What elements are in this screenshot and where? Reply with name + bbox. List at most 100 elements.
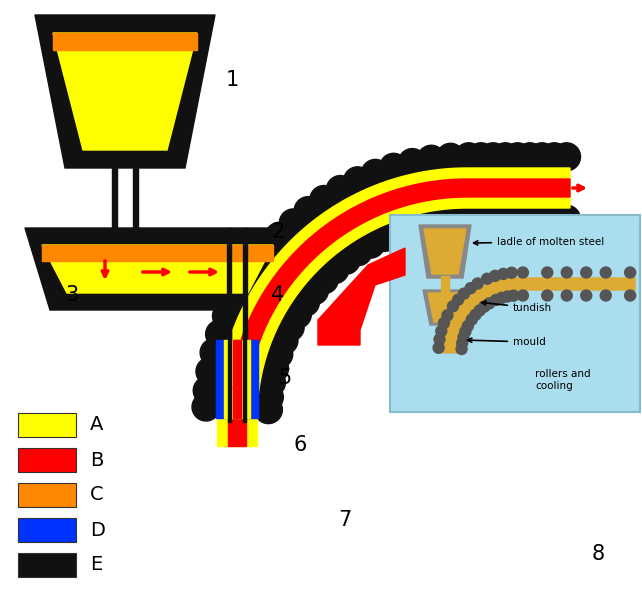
Circle shape (440, 206, 469, 233)
Circle shape (581, 267, 592, 278)
Circle shape (496, 292, 507, 303)
Text: 3: 3 (65, 285, 78, 305)
Bar (441, 276, 449, 292)
Circle shape (470, 309, 481, 320)
Circle shape (465, 283, 476, 294)
Bar (133, 168, 138, 228)
Circle shape (491, 205, 519, 233)
Polygon shape (424, 229, 466, 274)
Circle shape (528, 205, 556, 233)
Bar (243, 228, 247, 340)
Text: B: B (90, 450, 103, 470)
Circle shape (467, 205, 495, 233)
Circle shape (456, 338, 468, 349)
Bar (442, 332, 458, 352)
Bar (18, 518, 76, 542)
Circle shape (398, 148, 426, 177)
Circle shape (466, 314, 477, 325)
Polygon shape (318, 248, 405, 345)
Circle shape (252, 236, 281, 265)
Circle shape (491, 143, 519, 171)
Text: E: E (90, 555, 102, 575)
Circle shape (361, 159, 389, 188)
Text: tundish: tundish (482, 301, 552, 313)
Circle shape (479, 143, 507, 171)
Circle shape (455, 205, 483, 233)
Polygon shape (444, 278, 635, 352)
Circle shape (516, 143, 544, 171)
Circle shape (490, 294, 501, 306)
Circle shape (265, 340, 293, 368)
Bar (390, 215, 640, 412)
Circle shape (200, 339, 228, 367)
Text: 6: 6 (293, 435, 307, 455)
Circle shape (508, 290, 519, 301)
Circle shape (503, 143, 532, 171)
Circle shape (270, 326, 298, 355)
Circle shape (561, 290, 572, 301)
Circle shape (625, 290, 636, 301)
Polygon shape (428, 293, 472, 322)
Circle shape (343, 167, 372, 195)
Bar (18, 483, 76, 507)
Circle shape (256, 383, 283, 411)
Circle shape (542, 290, 553, 301)
Circle shape (257, 368, 286, 397)
Circle shape (321, 256, 349, 283)
Circle shape (265, 223, 293, 250)
Circle shape (502, 291, 513, 302)
Circle shape (542, 267, 553, 278)
Circle shape (472, 278, 483, 289)
Circle shape (417, 145, 446, 173)
Circle shape (600, 290, 611, 301)
Polygon shape (419, 225, 471, 278)
Circle shape (310, 266, 338, 294)
Circle shape (553, 143, 580, 171)
Circle shape (192, 393, 220, 421)
Polygon shape (35, 15, 215, 168)
Circle shape (467, 143, 495, 171)
Circle shape (541, 205, 568, 233)
Circle shape (344, 238, 372, 266)
Text: 1: 1 (225, 70, 239, 90)
Bar (216, 340, 258, 418)
Text: 4: 4 (272, 285, 284, 305)
Circle shape (553, 205, 580, 233)
Text: 8: 8 (591, 544, 605, 564)
Circle shape (283, 300, 311, 329)
Bar (228, 330, 231, 422)
Circle shape (447, 301, 458, 312)
Circle shape (379, 153, 408, 182)
Bar (227, 228, 231, 340)
Circle shape (625, 267, 636, 278)
Polygon shape (228, 179, 570, 418)
Circle shape (455, 143, 483, 171)
Polygon shape (25, 228, 290, 310)
Text: 2: 2 (272, 222, 284, 242)
Text: rollers and
cooling: rollers and cooling (535, 369, 591, 391)
Circle shape (503, 205, 532, 233)
Bar (243, 330, 246, 422)
Bar (18, 553, 76, 577)
Circle shape (294, 197, 322, 225)
Bar (18, 448, 76, 472)
Circle shape (426, 207, 454, 235)
Circle shape (541, 143, 568, 171)
Circle shape (460, 326, 471, 337)
Circle shape (279, 209, 308, 237)
Circle shape (479, 205, 507, 233)
Circle shape (456, 344, 467, 355)
Text: A: A (90, 415, 103, 435)
Text: D: D (90, 520, 105, 540)
Circle shape (434, 334, 445, 345)
Circle shape (370, 224, 398, 251)
Circle shape (453, 294, 464, 305)
Circle shape (490, 270, 501, 282)
Circle shape (600, 267, 611, 278)
Circle shape (436, 326, 447, 336)
Circle shape (221, 285, 248, 313)
Circle shape (230, 268, 258, 296)
Circle shape (357, 230, 385, 258)
Circle shape (205, 320, 234, 348)
Circle shape (326, 175, 354, 204)
